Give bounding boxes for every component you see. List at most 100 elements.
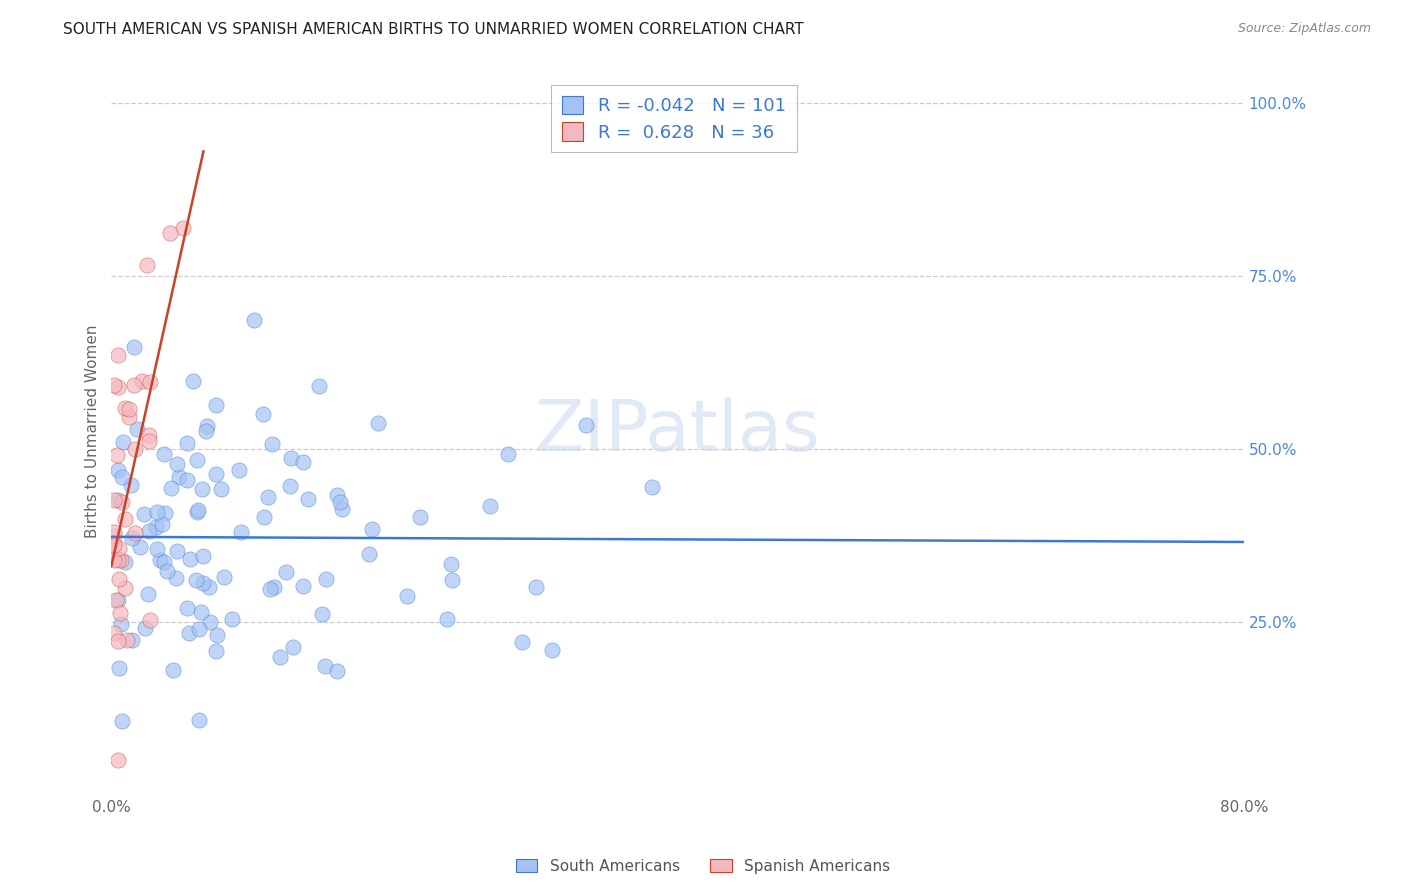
Point — [110, 553, 132, 567]
Point — [198, 615, 221, 629]
Text: Source: ZipAtlas.com: Source: ZipAtlas.com — [1237, 22, 1371, 36]
Point — [114, 512, 136, 526]
Point — [120, 478, 142, 492]
Point — [107, 348, 129, 362]
Point — [107, 493, 129, 508]
Point — [103, 553, 125, 567]
Legend: R = -0.042   N = 101, R =  0.628   N = 36: R = -0.042 N = 101, R = 0.628 N = 36 — [551, 85, 797, 153]
Point — [575, 417, 598, 432]
Point — [395, 589, 418, 603]
Legend: South Americans, Spanish Americans: South Americans, Spanish Americans — [510, 853, 896, 880]
Point — [107, 449, 129, 463]
Point — [148, 553, 170, 567]
Point — [297, 492, 319, 507]
Point — [187, 503, 209, 517]
Point — [205, 643, 228, 657]
Point — [187, 713, 209, 727]
Point — [314, 658, 336, 673]
Point — [122, 378, 145, 392]
Point — [111, 494, 134, 508]
Point — [252, 407, 274, 421]
Point — [152, 555, 174, 569]
Point — [160, 481, 183, 495]
Point — [177, 625, 200, 640]
Point — [118, 410, 141, 425]
Point — [108, 541, 131, 556]
Point — [114, 581, 136, 595]
Point — [212, 570, 235, 584]
Point — [131, 374, 153, 388]
Point — [103, 529, 125, 543]
Point — [496, 447, 519, 461]
Point — [440, 573, 463, 587]
Point — [540, 642, 562, 657]
Point — [107, 463, 129, 477]
Point — [107, 634, 129, 648]
Point — [138, 427, 160, 442]
Point — [194, 425, 217, 439]
Point — [110, 617, 132, 632]
Point — [172, 221, 194, 235]
Point — [262, 437, 284, 451]
Point — [152, 447, 174, 461]
Point — [134, 621, 156, 635]
Point — [110, 470, 132, 484]
Point — [136, 258, 159, 272]
Point — [276, 565, 298, 579]
Point — [111, 435, 134, 450]
Point — [103, 378, 125, 392]
Point — [103, 492, 125, 507]
Point — [176, 600, 198, 615]
Point — [110, 606, 132, 620]
Point — [190, 605, 212, 619]
Text: ZIPatlas: ZIPatlas — [534, 397, 821, 467]
Point — [165, 571, 187, 585]
Point — [121, 532, 143, 546]
Point — [122, 340, 145, 354]
Point — [103, 626, 125, 640]
Y-axis label: Births to Unmarried Women: Births to Unmarried Women — [86, 325, 100, 539]
Point — [269, 649, 291, 664]
Point — [191, 549, 214, 563]
Point — [479, 499, 502, 513]
Point — [107, 379, 129, 393]
Point — [198, 580, 221, 594]
Point — [524, 580, 547, 594]
Point — [111, 714, 134, 728]
Point — [186, 504, 208, 518]
Point — [231, 525, 253, 540]
Point — [243, 312, 266, 326]
Point — [124, 525, 146, 540]
Point — [150, 517, 173, 532]
Point — [440, 557, 463, 571]
Point — [221, 612, 243, 626]
Point — [195, 419, 218, 434]
Point — [146, 504, 169, 518]
Point — [209, 483, 232, 497]
Point — [125, 422, 148, 436]
Point — [138, 434, 160, 448]
Point — [153, 506, 176, 520]
Point — [145, 520, 167, 534]
Point — [292, 455, 315, 469]
Point — [156, 564, 179, 578]
Point — [107, 753, 129, 767]
Point — [162, 663, 184, 677]
Point — [169, 470, 191, 484]
Point — [105, 593, 128, 607]
Point — [357, 547, 380, 561]
Point — [176, 436, 198, 450]
Point — [326, 664, 349, 678]
Point — [132, 507, 155, 521]
Point — [361, 522, 384, 536]
Point — [308, 379, 330, 393]
Point — [121, 632, 143, 647]
Point — [103, 524, 125, 539]
Point — [114, 555, 136, 569]
Point — [166, 544, 188, 558]
Point — [186, 453, 208, 467]
Point — [188, 623, 211, 637]
Point — [252, 510, 274, 524]
Point — [640, 480, 662, 494]
Point — [159, 226, 181, 240]
